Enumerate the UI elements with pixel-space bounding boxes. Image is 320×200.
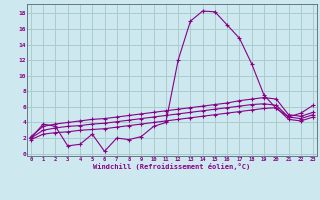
X-axis label: Windchill (Refroidissement éolien,°C): Windchill (Refroidissement éolien,°C) bbox=[93, 164, 251, 170]
